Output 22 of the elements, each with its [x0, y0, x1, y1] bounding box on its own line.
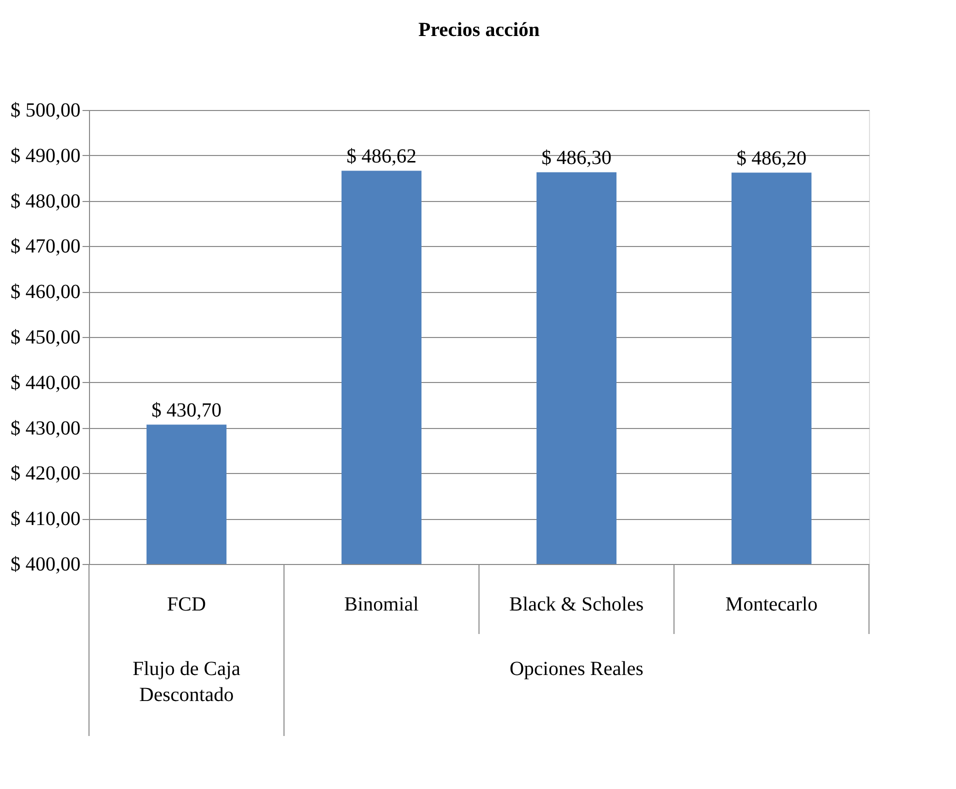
text: Opciones Reales: [510, 658, 644, 680]
y-tick-label: $ 490,00: [10, 144, 80, 167]
y-tick-label: $ 450,00: [10, 326, 80, 348]
y-tick-label: $ 440,00: [10, 372, 80, 394]
y-tick-label: $ 500,00: [10, 100, 80, 122]
data-label: $ 486,20: [736, 148, 806, 170]
data-label: $ 486,30: [542, 147, 612, 170]
x-tick-label: Montecarlo: [725, 594, 818, 616]
y-tick-label: $ 470,00: [10, 236, 80, 258]
x-tick-label: FCD: [167, 594, 206, 616]
y-tick-label: $ 460,00: [10, 281, 80, 304]
x-tick-label: Black & Scholes: [509, 594, 644, 616]
y-tick-label: $ 480,00: [10, 190, 80, 212]
y-tick-label: $ 400,00: [10, 554, 80, 576]
data-label: $ 486,62: [346, 146, 416, 168]
x-tick-label: Binomial: [344, 594, 420, 616]
y-tick-label: $ 410,00: [10, 508, 80, 530]
y-tick-label: $ 420,00: [10, 462, 80, 485]
data-label: $ 430,70: [152, 400, 222, 422]
text: Flujo de Caja Descontado: [132, 658, 241, 706]
chart-title: Precios acción: [418, 19, 540, 41]
y-tick-label: $ 430,00: [10, 417, 80, 440]
